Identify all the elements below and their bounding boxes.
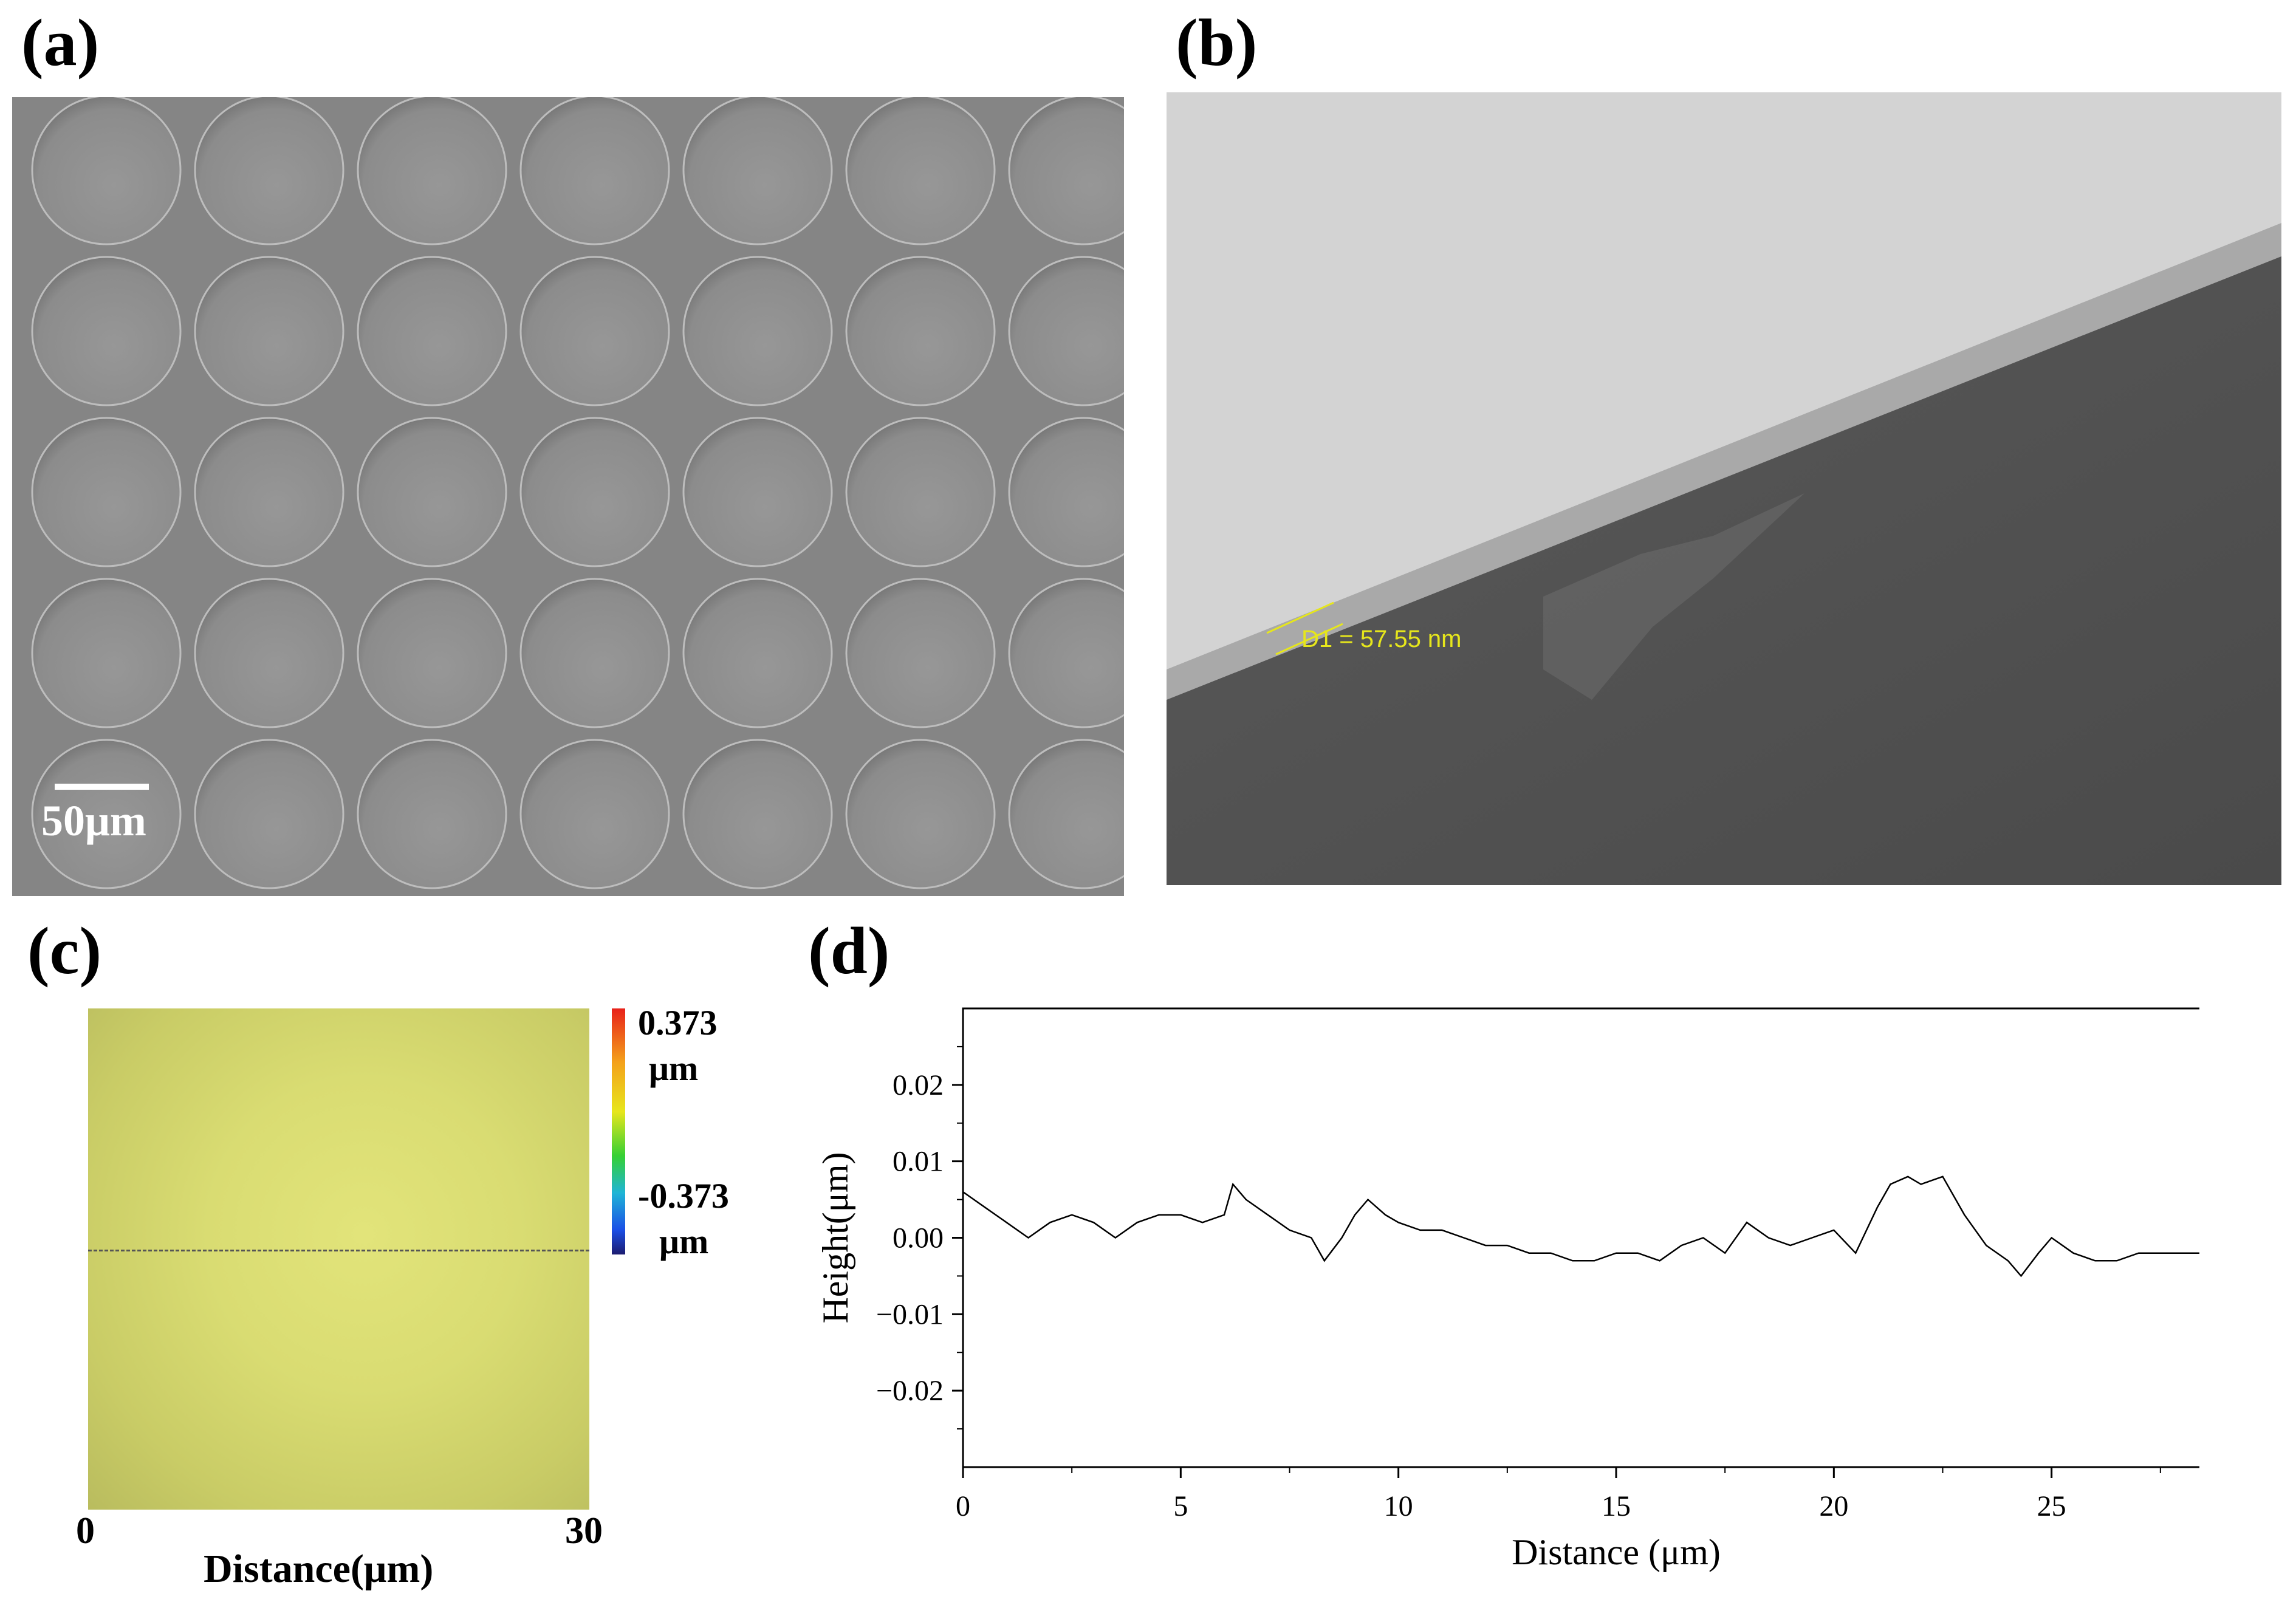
dimple-3-4 [682,578,833,728]
dimple-0-6 [1008,97,1124,245]
dimple-1-3 [519,256,670,406]
x-tick-label: 15 [1602,1490,1631,1522]
dimple-2-4 [682,417,833,567]
dimple-1-1 [194,256,344,406]
profile-line [88,1250,589,1251]
x-tick-label: 25 [2037,1490,2066,1522]
dimple-2-1 [194,417,344,567]
y-tick-label: 0.01 [893,1146,944,1178]
x-tick-label: 0 [956,1490,970,1522]
map-x-start: 0 [76,1510,95,1552]
scale-bar [55,784,149,790]
y-tick-label: 0.02 [893,1069,944,1101]
dimple-3-1 [194,578,344,728]
x-axis-label: Distance (μm) [1512,1532,1721,1572]
dimple-3-2 [357,578,507,728]
map-x-end: 30 [565,1510,603,1552]
panel-d-label: (d) [808,914,890,988]
dimple-3-5 [845,578,996,728]
dimple-4-2 [357,739,507,889]
scale-bar-label: 50μm [41,796,146,845]
thickness-measurement-label: D1 = 57.55 nm [1301,626,1462,652]
dimple-0-4 [682,97,833,245]
cross-section-image [1167,92,2281,885]
dimple-1-0 [31,256,182,406]
colorbar-max-value: 0.373 [638,1003,718,1042]
panel-c-label: (c) [27,914,102,988]
colorbar-min-value: -0.373 [638,1176,729,1216]
dimple-2-2 [357,417,507,567]
dimple-0-3 [519,97,670,245]
y-tick-label: 0.00 [893,1222,944,1254]
x-tick-label: 10 [1384,1490,1413,1522]
dimple-3-3 [519,578,670,728]
dimple-3-0 [31,578,182,728]
x-tick-label: 20 [1819,1490,1848,1522]
dimple-4-1 [194,739,344,889]
panel-a-label: (a) [21,5,100,80]
dimple-3-6 [1008,578,1124,728]
series-line-0 [962,1176,2199,1278]
plot-frame [962,1007,2199,1468]
panel-b-sem-image: D1 = 57.55 nm [1167,92,2281,885]
y-tick-label: −0.02 [876,1375,944,1407]
dimple-1-5 [845,256,996,406]
height-profile-chart: 0510152025300.020.010.00−0.01−0.02Distan… [815,1007,2199,1572]
dimple-0-5 [845,97,996,245]
dimple-4-5 [845,739,996,889]
colorbar [612,1008,625,1254]
dimple-2-3 [519,417,670,567]
dimple-4-6 [1008,739,1124,889]
dimple-0-2 [357,97,507,245]
panel-b-label: (b) [1176,5,1258,80]
dimple-2-6 [1008,417,1124,567]
dimple-0-0 [31,97,182,245]
dimple-1-4 [682,256,833,406]
dimple-4-0 [31,739,182,889]
dimple-0-1 [194,97,344,245]
dimple-array [12,97,1124,896]
dimple-2-5 [845,417,996,567]
surface-height-map [88,1008,589,1510]
dimple-4-3 [519,739,670,889]
dimple-1-6 [1008,256,1124,406]
x-tick-label: 5 [1173,1490,1188,1522]
y-tick-label: −0.01 [876,1298,944,1330]
colorbar-max-unit: μm [649,1049,699,1088]
colorbar-min-unit: μm [659,1222,709,1261]
dimple-2-0 [31,417,182,567]
panel-a-sem-image: 50μm [12,97,1124,896]
map-x-label: Distance(μm) [204,1547,434,1591]
dimple-4-4 [682,739,833,889]
y-axis-label: Height(μm) [815,1152,855,1323]
dimple-1-2 [357,256,507,406]
